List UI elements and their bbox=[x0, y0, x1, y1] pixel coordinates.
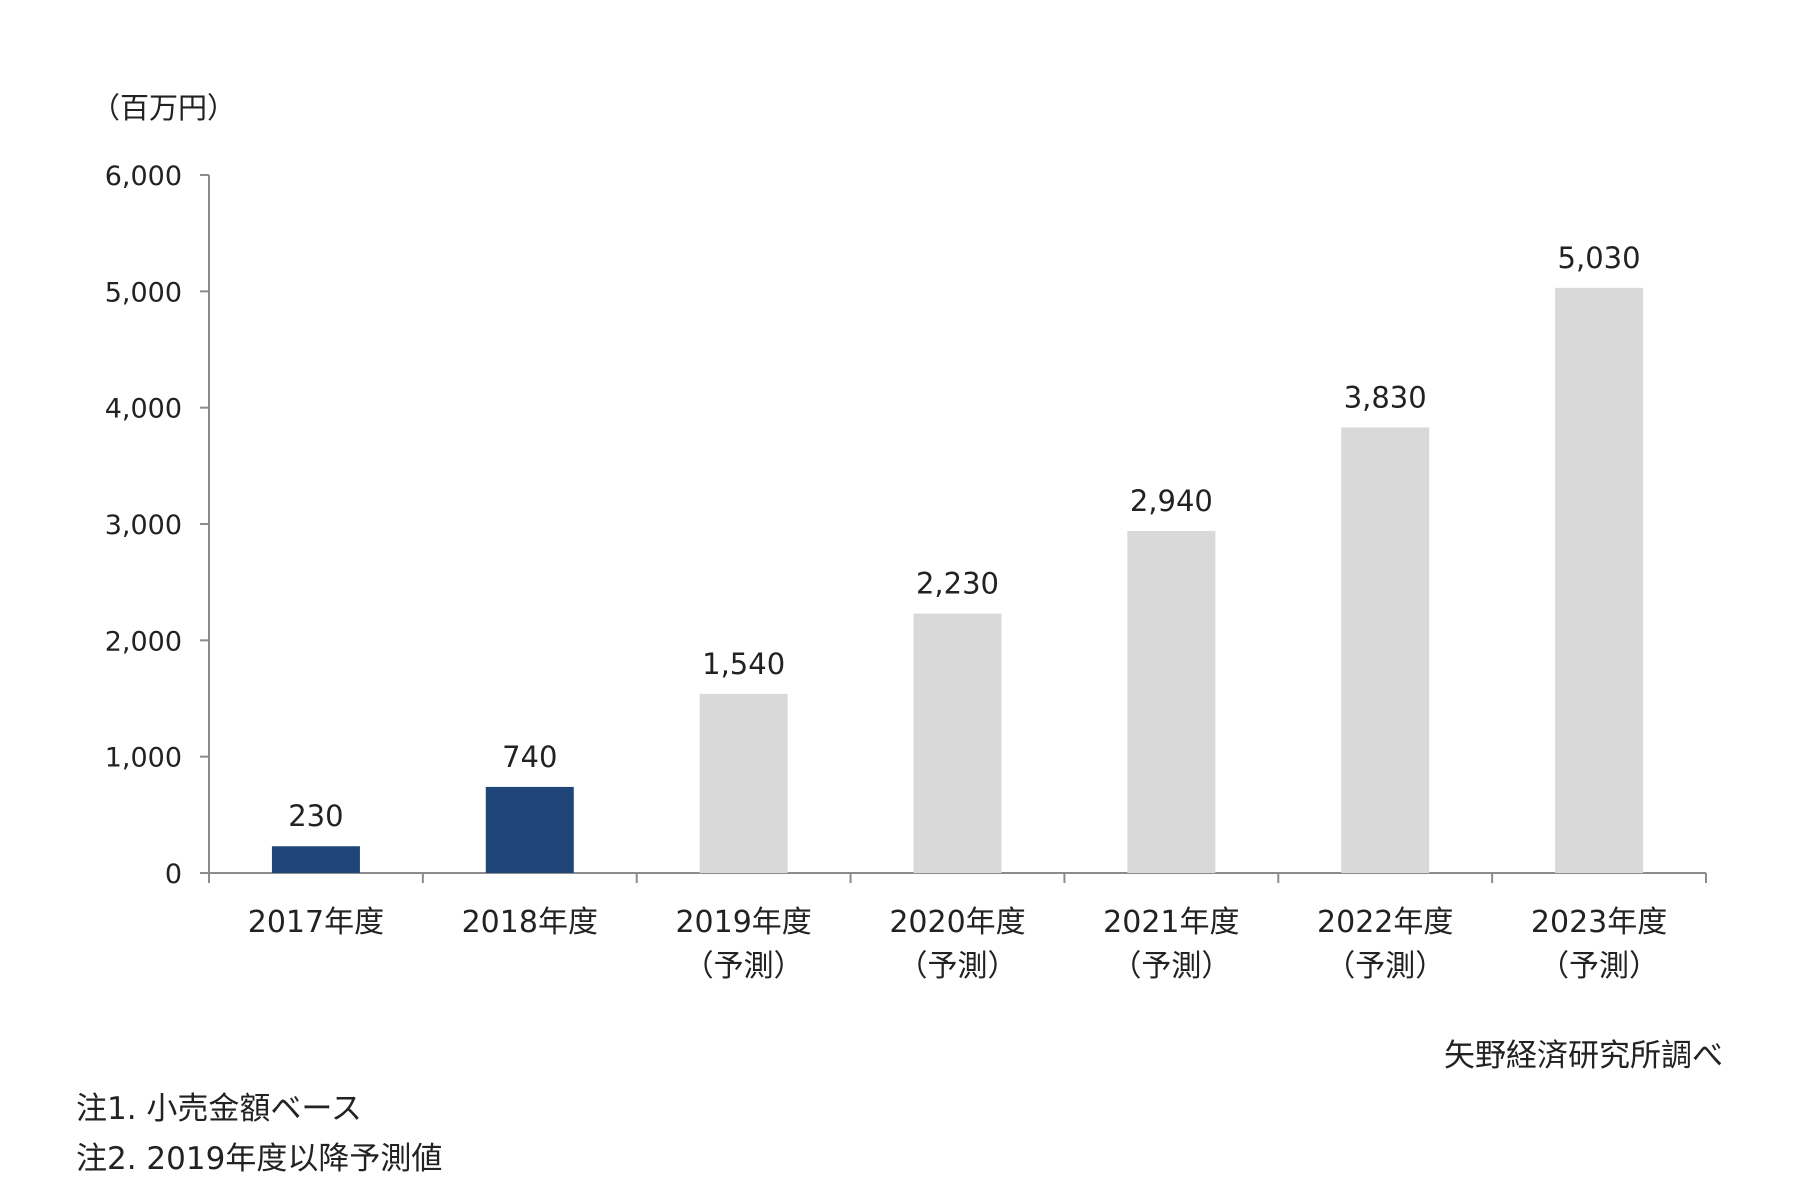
data-label: 2,230 bbox=[916, 567, 999, 601]
y-tick-label: 6,000 bbox=[105, 161, 182, 192]
y-tick-label: 0 bbox=[165, 859, 182, 890]
bar bbox=[271, 846, 360, 873]
bar bbox=[1341, 427, 1430, 873]
bar bbox=[1127, 530, 1216, 873]
y-tick-label: 2,000 bbox=[105, 626, 182, 657]
bar bbox=[699, 693, 788, 873]
data-labels: 230 740 1,540 2,230 2,940 3,830 5,030 bbox=[288, 241, 1640, 833]
x-tick-labels: 2017年度 2018年度 2019年度 （予測） 2020年度 （予測） 2021年度 （予… bbox=[248, 905, 1668, 984]
x-tick-label: 2019年度 bbox=[675, 905, 811, 940]
y-tick-label: 5,000 bbox=[105, 277, 182, 308]
y-tick-label: 3,000 bbox=[105, 510, 182, 541]
x-tick-label: （予測） bbox=[1111, 949, 1231, 984]
y-axis: 0 1,000 2,000 3,000 4,000 5,000 6,000 bbox=[105, 161, 210, 890]
x-tick-label: （予測） bbox=[1325, 949, 1445, 984]
footnote-2: 注2. 2019年度以降予測値 bbox=[76, 1141, 443, 1177]
x-tick-label: 2018年度 bbox=[462, 905, 598, 940]
data-label: 1,540 bbox=[702, 647, 785, 681]
bar bbox=[1555, 287, 1644, 873]
data-label: 230 bbox=[288, 799, 343, 833]
x-tick-label: （予測） bbox=[1539, 949, 1659, 984]
x-tick-label: 2023年度 bbox=[1531, 905, 1667, 940]
data-label: 740 bbox=[502, 740, 557, 774]
footnote-1: 注1. 小売金額ベース bbox=[76, 1091, 362, 1127]
y-tick-label: 4,000 bbox=[105, 394, 182, 425]
x-tick-label: 2021年度 bbox=[1103, 905, 1239, 940]
x-tick-label: （予測） bbox=[898, 949, 1018, 984]
data-label: 2,940 bbox=[1130, 484, 1213, 518]
data-label: 3,830 bbox=[1344, 380, 1427, 414]
x-tick-label: 2020年度 bbox=[889, 905, 1025, 940]
x-tick-label: 2017年度 bbox=[248, 905, 384, 940]
y-tick-label: 1,000 bbox=[105, 743, 182, 774]
x-tick-label: （予測） bbox=[684, 949, 804, 984]
bar bbox=[485, 786, 574, 873]
x-axis bbox=[208, 872, 1707, 883]
bars bbox=[271, 287, 1644, 873]
bar bbox=[913, 613, 1002, 873]
y-axis-unit-label: （百万円） bbox=[91, 91, 236, 125]
source-note: 矢野経済研究所調べ bbox=[1444, 1038, 1723, 1074]
x-tick-label: 2022年度 bbox=[1317, 905, 1453, 940]
data-label: 5,030 bbox=[1558, 241, 1641, 275]
